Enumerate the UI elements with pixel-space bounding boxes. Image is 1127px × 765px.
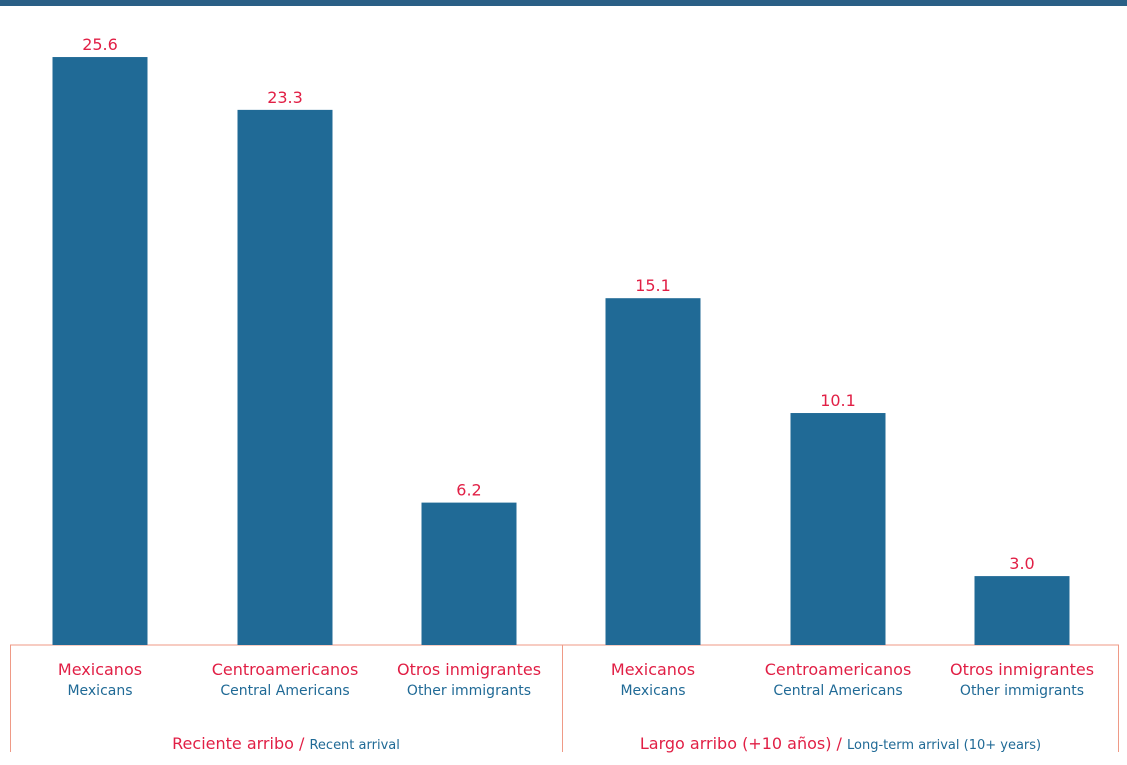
value-label-2: 23.3 xyxy=(267,88,303,107)
group-label-1: Reciente arribo / Recent arrival xyxy=(172,734,400,753)
category-label-es-2: Centroamericanos xyxy=(212,660,359,679)
bar-1 xyxy=(52,57,148,646)
group-label-es: Largo arribo (+10 años) xyxy=(640,734,832,753)
bar-3 xyxy=(421,502,517,645)
category-label-es-6: Otros inmigrantes xyxy=(950,660,1094,679)
value-label-5: 10.1 xyxy=(820,391,856,410)
group-label-separator: / xyxy=(831,734,847,753)
category-label-es-3: Otros inmigrantes xyxy=(397,660,541,679)
value-label-3: 6.2 xyxy=(456,481,481,500)
category-label-es-1: Mexicanos xyxy=(58,660,142,679)
category-label-en-4: Mexicans xyxy=(620,683,685,699)
category-label-en-1: Mexicans xyxy=(67,683,132,699)
category-label-es-4: Mexicanos xyxy=(611,660,695,679)
category-label-en-2: Central Americans xyxy=(220,683,349,699)
bar-2 xyxy=(237,109,333,645)
group-label-en: Long-term arrival (10+ years) xyxy=(847,738,1041,753)
group-label-separator: / xyxy=(294,734,310,753)
bar-6 xyxy=(974,576,1070,645)
category-label-en-6: Other immigrants xyxy=(960,683,1084,699)
value-label-6: 3.0 xyxy=(1009,554,1034,573)
category-label-es-5: Centroamericanos xyxy=(765,660,912,679)
value-label-4: 15.1 xyxy=(635,276,671,295)
top-rule xyxy=(0,0,1127,6)
group-label-2: Largo arribo (+10 años) / Long-term arri… xyxy=(640,734,1041,753)
bar-5 xyxy=(790,413,886,645)
value-label-1: 25.6 xyxy=(82,35,118,54)
category-label-en-3: Other immigrants xyxy=(407,683,531,699)
group-label-es: Reciente arribo xyxy=(172,734,294,753)
category-label-en-5: Central Americans xyxy=(773,683,902,699)
group-label-en: Recent arrival xyxy=(309,738,399,753)
bar-4 xyxy=(605,298,701,645)
